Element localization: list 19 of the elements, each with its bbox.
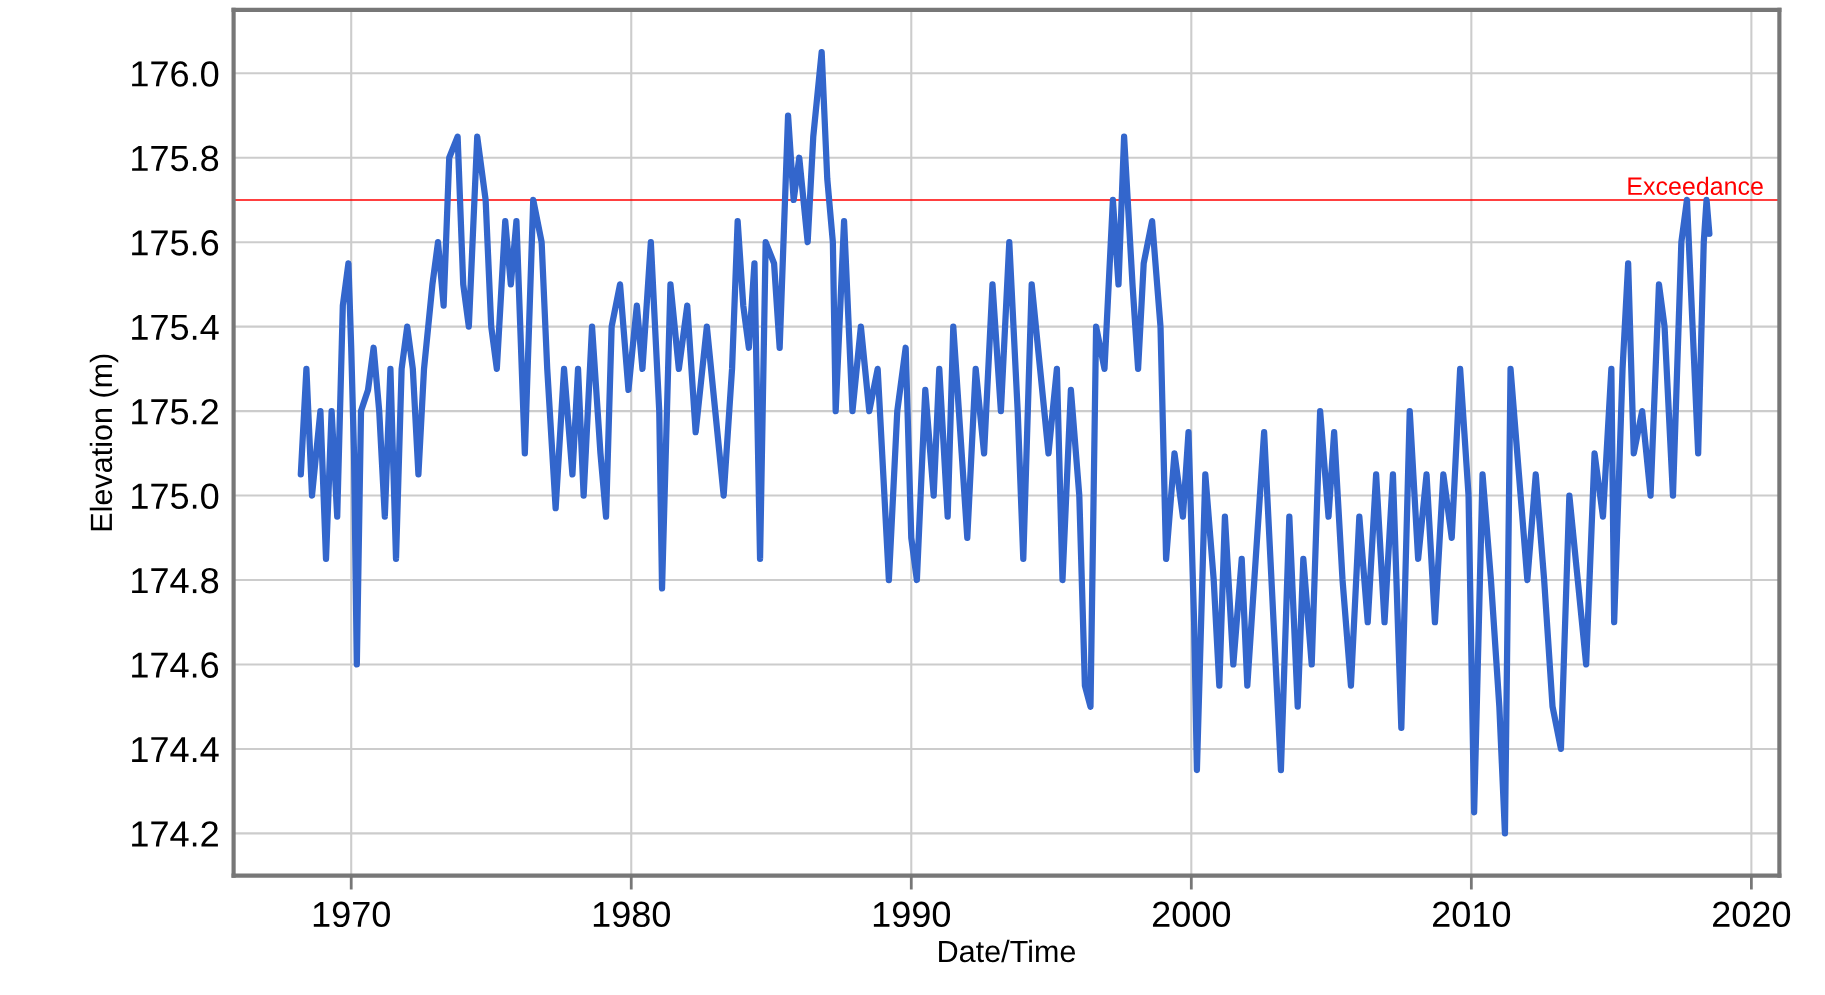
y-tick-label: 175.2 — [132, 398, 218, 425]
y-tick-label: 176.0 — [132, 61, 219, 87]
x-tick-label: 2000 — [1152, 901, 1231, 928]
y-tick-label: 175.4 — [132, 314, 219, 341]
x-tick-label: 2020 — [1713, 901, 1791, 928]
y-axis-title: Elevation (m) — [89, 354, 119, 531]
y-tick-label: 175.8 — [132, 145, 219, 172]
x-tick-label: 2010 — [1432, 901, 1511, 928]
ref-line-label: Exceedance — [1628, 176, 1763, 196]
y-tick-label: 175.6 — [132, 230, 219, 256]
y-tick-label: 174.4 — [132, 737, 219, 762]
y-tick-label: 174.2 — [132, 821, 218, 847]
y-tick-label: 174.6 — [132, 652, 219, 678]
y-tick-label: 174.8 — [132, 567, 219, 594]
x-axis-title: Date/Time — [939, 939, 1076, 963]
x-tick-label: 1990 — [873, 901, 951, 928]
x-tick-label: 1970 — [313, 901, 390, 928]
x-tick-label: 1980 — [593, 901, 670, 928]
y-tick-label: 175.0 — [132, 483, 219, 509]
